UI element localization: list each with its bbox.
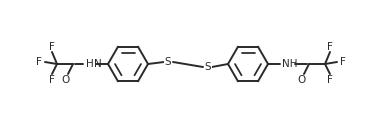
- Text: F: F: [340, 57, 346, 67]
- Text: S: S: [205, 62, 211, 72]
- Text: F: F: [327, 42, 333, 52]
- Text: O: O: [62, 75, 70, 85]
- Text: F: F: [49, 75, 55, 85]
- Text: F: F: [49, 42, 55, 52]
- Text: O: O: [298, 75, 306, 85]
- Text: F: F: [327, 75, 333, 85]
- Text: H: H: [86, 59, 94, 69]
- Text: F: F: [36, 57, 42, 67]
- Text: NH: NH: [282, 59, 298, 69]
- Text: N: N: [94, 59, 102, 69]
- Text: S: S: [165, 57, 171, 67]
